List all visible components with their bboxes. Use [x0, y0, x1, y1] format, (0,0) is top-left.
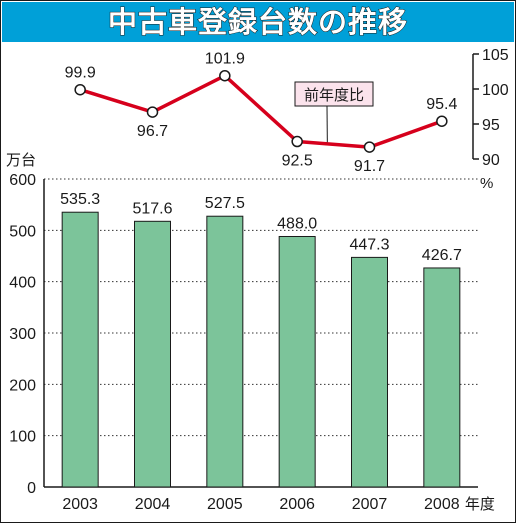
- bar-value-label: 447.3: [349, 236, 389, 253]
- y-tick-label: 600: [9, 172, 36, 189]
- bar: [351, 256, 388, 488]
- line-value-label: 91.7: [354, 158, 385, 175]
- bar-value-label: 527.5: [205, 195, 245, 212]
- series-label: 前年度比: [304, 87, 364, 104]
- y-tick-label: 300: [9, 326, 36, 343]
- x-tick-label: 2008: [424, 496, 460, 513]
- right-axis-tick-label: 90: [482, 152, 500, 169]
- bar: [134, 220, 171, 488]
- y-tick-label: 200: [9, 377, 36, 394]
- right-axis-tick-label: 100: [482, 82, 509, 99]
- bar-value-label: 426.7: [422, 247, 462, 264]
- chart-title: 中古車登録台数の推移: [107, 5, 408, 40]
- right-axis-tick-label: 95: [482, 117, 500, 134]
- bar: [206, 215, 244, 488]
- line-point: [74, 83, 86, 96]
- x-tick-label: 2003: [62, 496, 98, 513]
- bar: [278, 235, 316, 488]
- series-line: [79, 73, 443, 149]
- line-value-label: 95.4: [426, 96, 457, 113]
- x-tick-label: 2006: [279, 496, 315, 513]
- line-point: [219, 69, 231, 82]
- y-tick-label: 500: [9, 223, 36, 240]
- bar-value-label: 517.6: [132, 200, 172, 217]
- right-axis-unit: %: [480, 175, 493, 192]
- y-tick-label: 0: [27, 480, 36, 497]
- callout-box: [294, 81, 374, 107]
- line-point: [291, 135, 303, 148]
- x-tick-label: 2007: [352, 496, 388, 513]
- line-value-label: 96.7: [137, 123, 168, 140]
- line-value-label: 101.9: [205, 51, 245, 68]
- bar-chart: 600 500 400 300 200 100 0 万台 535.3 2003 517.6 2004 5…: [6, 152, 495, 513]
- right-axis-tick-label: 105: [482, 47, 509, 64]
- bar: [423, 267, 461, 488]
- line-chart: 105 100 95 90% 99.9 96.7 101.9 92.5 91.7 95.4 前年度比: [65, 47, 509, 192]
- line-point: [363, 141, 376, 153]
- bar-value-label: 488.0: [277, 215, 317, 232]
- x-tick-label: 2004: [135, 496, 171, 513]
- y-tick-label: 100: [9, 429, 36, 446]
- bar-value-label: 535.3: [60, 191, 100, 208]
- x-axis-suffix: 年度: [465, 496, 495, 513]
- line-point: [436, 115, 448, 127]
- line-value-label: 92.5: [282, 153, 313, 170]
- x-tick-label: 2005: [207, 496, 243, 513]
- bar: [61, 211, 99, 488]
- title-bar: 中古車登録台数の推移: [2, 2, 514, 42]
- line-value-label: 99.9: [65, 65, 96, 82]
- line-point: [146, 106, 159, 118]
- y-axis-unit: 万台: [6, 152, 36, 169]
- y-tick-label: 400: [9, 275, 36, 292]
